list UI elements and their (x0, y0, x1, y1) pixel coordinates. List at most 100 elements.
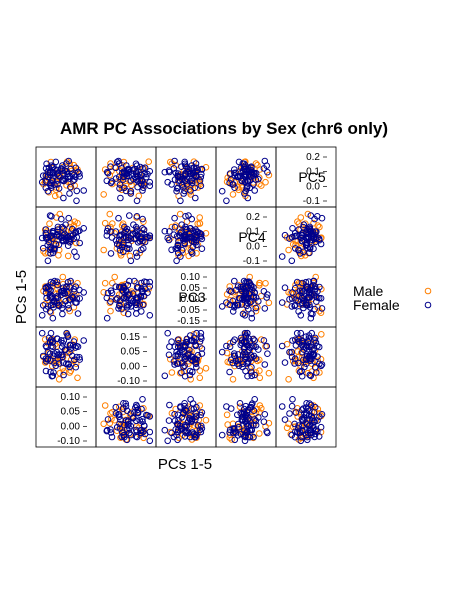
data-point (262, 178, 269, 186)
data-point (133, 226, 141, 233)
data-point (171, 223, 179, 231)
data-point (198, 350, 206, 357)
data-point (64, 278, 72, 286)
data-point (260, 288, 268, 295)
data-point (167, 235, 174, 242)
diagonal-tick-label: 0.05 (61, 407, 81, 418)
data-point (47, 368, 54, 376)
data-point (177, 404, 184, 411)
data-point (132, 176, 140, 183)
matrix-panels: PC50.20.10.0-0.1PC40.20.10.0-0.1PC30.100… (35, 146, 337, 448)
data-point (307, 314, 315, 322)
data-point (302, 233, 310, 241)
data-point (185, 168, 192, 176)
matrix-panel (215, 386, 277, 448)
data-point (167, 428, 174, 436)
data-point (231, 336, 238, 344)
data-point (297, 312, 305, 319)
data-point (71, 176, 78, 183)
data-point (132, 299, 139, 306)
data-point (112, 296, 120, 303)
data-point (187, 412, 194, 419)
data-point (239, 167, 247, 174)
data-point (175, 177, 182, 184)
data-point (64, 333, 72, 341)
data-point (116, 233, 123, 240)
data-point (231, 352, 238, 360)
data-point (238, 177, 246, 185)
data-point (55, 233, 63, 240)
data-point (58, 288, 65, 295)
data-point (234, 420, 242, 428)
data-point (167, 158, 174, 166)
data-point (291, 302, 298, 310)
data-point (117, 194, 124, 202)
data-point (101, 219, 109, 227)
data-point (235, 423, 243, 431)
data-point (243, 360, 250, 367)
data-point (51, 246, 58, 254)
data-point (318, 214, 326, 222)
data-point (58, 337, 65, 344)
data-point (167, 355, 174, 363)
data-point (64, 170, 71, 178)
data-point (39, 352, 47, 360)
data-point (38, 234, 46, 242)
data-point (196, 343, 203, 350)
data-point (47, 278, 55, 286)
data-point (124, 167, 132, 174)
data-point (126, 212, 133, 219)
data-point (192, 342, 199, 350)
data-point (66, 369, 73, 376)
data-point (138, 426, 145, 434)
matrix-panel (35, 266, 97, 328)
data-point (296, 368, 304, 376)
data-point (262, 280, 269, 287)
data-point (317, 362, 325, 370)
data-point (116, 411, 123, 419)
data-point (264, 168, 271, 176)
data-point (103, 294, 111, 302)
data-point (166, 401, 173, 409)
data-point (244, 194, 252, 202)
matrix-panel (95, 206, 157, 268)
data-point (55, 376, 63, 383)
data-point (42, 342, 50, 350)
data-point (144, 170, 151, 178)
data-point (245, 305, 252, 313)
data-point (202, 416, 210, 424)
data-point (51, 192, 59, 200)
data-point (46, 212, 54, 219)
data-point (297, 329, 305, 337)
data-point (227, 176, 235, 183)
data-point (188, 237, 196, 245)
data-point (116, 242, 123, 249)
data-point (139, 215, 146, 223)
data-point (302, 333, 310, 341)
data-point (124, 417, 132, 424)
data-point (197, 182, 205, 190)
data-point (250, 284, 257, 291)
data-point (226, 170, 234, 177)
data-point (241, 309, 248, 317)
data-point (45, 164, 53, 171)
data-point (143, 411, 150, 419)
data-point (126, 168, 133, 176)
data-point (181, 353, 188, 361)
data-point (51, 277, 58, 285)
data-point (115, 157, 122, 165)
data-point (64, 233, 72, 241)
data-point (312, 430, 319, 438)
data-point (174, 336, 182, 344)
data-point (59, 310, 66, 318)
data-point (302, 356, 310, 363)
data-point (39, 244, 47, 252)
data-point (54, 181, 61, 188)
data-point (76, 170, 83, 177)
data-point (139, 177, 146, 185)
data-point (311, 358, 318, 365)
data-point (188, 356, 195, 364)
data-point (258, 182, 265, 189)
data-point (304, 226, 311, 233)
diagonal-tick-label: 0.1 (306, 167, 320, 178)
